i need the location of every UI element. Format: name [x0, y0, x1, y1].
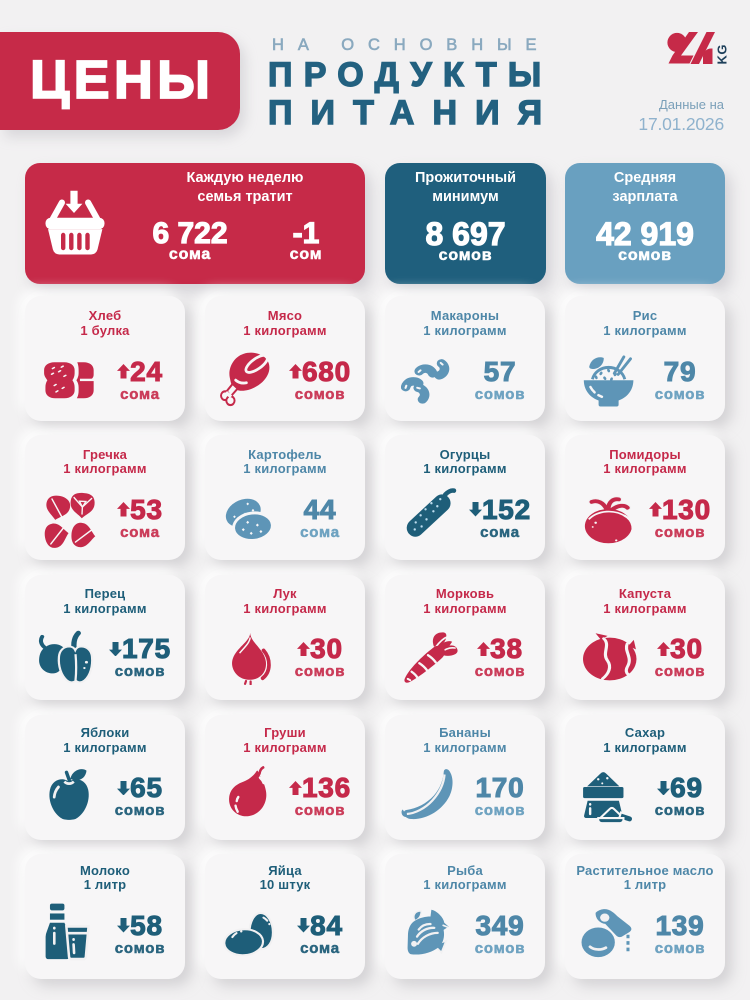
- svg-text:KG: KG: [715, 44, 730, 65]
